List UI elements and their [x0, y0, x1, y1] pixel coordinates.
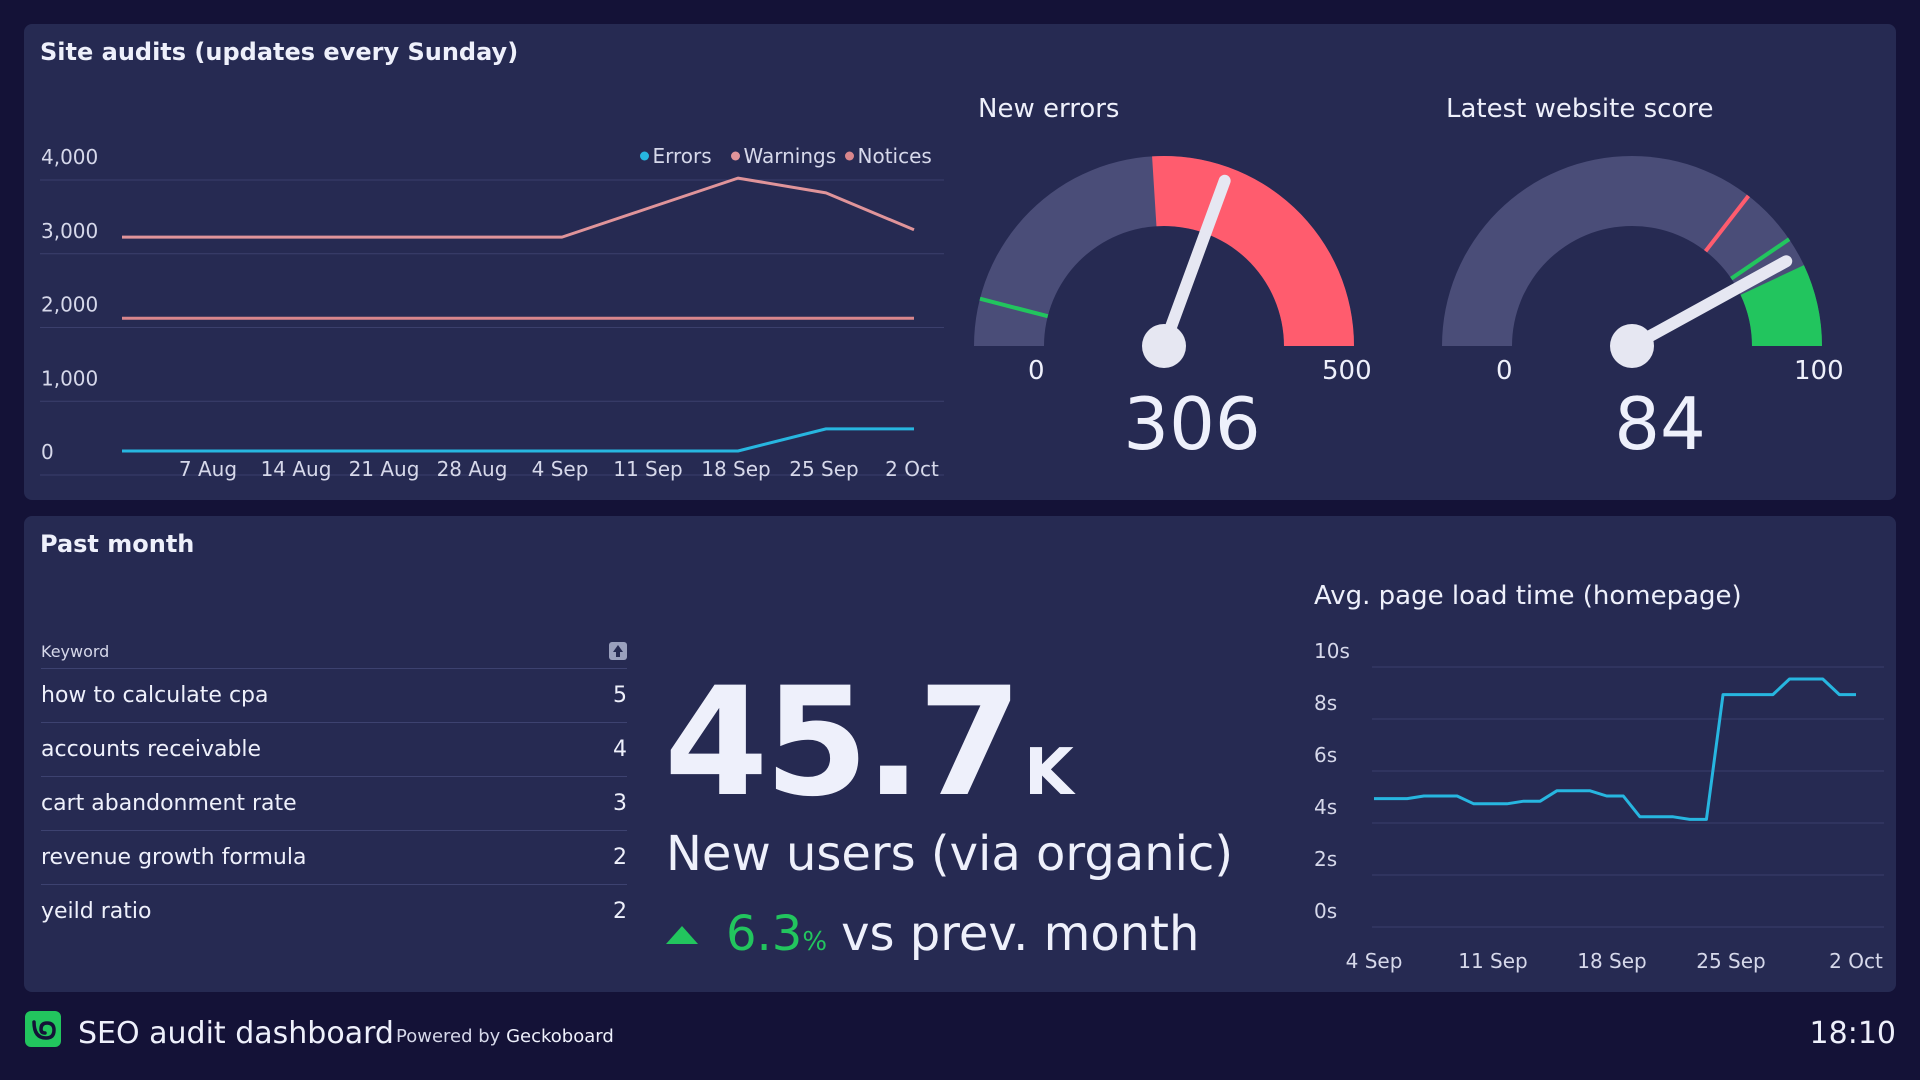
- x-tick-label: 11 Sep: [1458, 949, 1528, 973]
- powered-by-prefix: Powered by: [396, 1026, 501, 1047]
- clock-time: 18:10: [1809, 1016, 1896, 1051]
- x-tick-label: 21 Aug: [349, 457, 420, 481]
- legend-label: Errors: [653, 144, 712, 168]
- y-tick-label: 10s: [1314, 639, 1350, 663]
- website-score-max-label: 100: [1794, 356, 1844, 386]
- count-cell: 3: [613, 791, 627, 816]
- website-score-value: 84: [1614, 382, 1706, 466]
- new-users-suffix: K: [1024, 736, 1074, 810]
- x-tick-label: 25 Sep: [1696, 949, 1766, 973]
- legend-dot: [845, 151, 854, 161]
- dashboard-title: SEO audit dashboard: [78, 1016, 394, 1051]
- x-tick-label: 25 Sep: [789, 457, 859, 481]
- y-tick-label: 8s: [1314, 691, 1337, 715]
- gauge-red-marker: [1703, 194, 1751, 253]
- keyword-cell: accounts receivable: [41, 737, 262, 762]
- site-audits-chart: 4,000 3,000 2,000 1,000 0 7 Aug 14 Aug 21 Aug 28…: [40, 144, 944, 481]
- x-tick-label: 4 Sep: [532, 457, 589, 481]
- count-cell: 2: [613, 845, 627, 870]
- y-tick-label: 6s: [1314, 743, 1337, 767]
- gauge-green-zone: [1740, 265, 1822, 346]
- footer: SEO audit dashboard Powered by Geckoboar…: [0, 1004, 1920, 1080]
- gauge-red-zone: [1152, 156, 1354, 346]
- gauge-needle-hub: [1142, 324, 1186, 368]
- powered-by-brand[interactable]: Geckoboard: [506, 1026, 614, 1047]
- x-tick-label: 2 Oct: [885, 457, 939, 481]
- new-errors-title: New errors: [978, 94, 1120, 124]
- past-month-title: Past month: [40, 530, 195, 558]
- x-tick-label: 18 Sep: [701, 457, 771, 481]
- new-errors-min-label: 0: [1028, 356, 1045, 386]
- x-tick-label: 2 Oct: [1829, 949, 1883, 973]
- delta-label: vs prev. month: [841, 906, 1200, 962]
- website-score-min-label: 0: [1496, 356, 1513, 386]
- gauge-needle-hub: [1610, 324, 1654, 368]
- keyword-table-header: Keyword: [41, 634, 627, 669]
- x-tick-label: 7 Aug: [179, 457, 237, 481]
- site-audits-panel: Site audits (updates every Sunday) 4,000…: [24, 24, 1896, 500]
- gauge-needle: [1158, 174, 1231, 352]
- table-row: revenue growth formula 2: [41, 831, 627, 885]
- y-tick-label: 3,000: [41, 219, 98, 243]
- y-tick-label: 4,000: [41, 145, 98, 169]
- sort-icon[interactable]: [609, 642, 627, 660]
- keyword-column-header: Keyword: [41, 641, 110, 661]
- keyword-cell: cart abandonment rate: [41, 791, 297, 816]
- new-users-value: 45.7: [664, 656, 1022, 830]
- legend-label: Warnings: [744, 144, 837, 168]
- table-row: cart abandonment rate 3: [41, 777, 627, 831]
- y-tick-label: 0s: [1314, 899, 1337, 923]
- new-errors-dial: [974, 156, 1354, 368]
- new-errors-max-label: 500: [1322, 356, 1372, 386]
- legend-dot: [640, 151, 649, 161]
- x-tick-label: 4 Sep: [1346, 949, 1403, 973]
- x-tick-label: 28 Aug: [437, 457, 508, 481]
- count-cell: 2: [613, 899, 627, 924]
- new-users-delta: 6.3 % vs prev. month: [666, 906, 1199, 962]
- count-cell: 4: [613, 737, 627, 762]
- arrow-up-icon: [666, 926, 698, 944]
- gauge-needle: [1626, 255, 1793, 352]
- keyword-table: Keyword how to calculate cpa 5 accounts …: [41, 634, 627, 938]
- x-tick-label: 14 Aug: [261, 457, 332, 481]
- y-tick-label: 4s: [1314, 795, 1337, 819]
- gauge-green-marker: [979, 296, 1049, 319]
- series-line-load-time: [1374, 677, 1856, 821]
- x-tick-label: 18 Sep: [1577, 949, 1647, 973]
- table-row: how to calculate cpa 5: [41, 669, 627, 723]
- page-load-title: Avg. page load time (homepage): [1314, 581, 1742, 611]
- series-line-errors: [122, 427, 914, 453]
- delta-unit: %: [802, 927, 828, 957]
- keyword-cell: yeild ratio: [41, 899, 152, 924]
- keyword-cell: how to calculate cpa: [41, 683, 269, 708]
- new-errors-gauge: New errors 0 500 306: [974, 84, 1434, 484]
- new-users-label: New users (via organic): [666, 826, 1234, 882]
- y-tick-label: 1,000: [41, 366, 98, 390]
- site-audits-title: Site audits (updates every Sunday): [40, 38, 519, 66]
- x-tick-label: 11 Sep: [613, 457, 683, 481]
- website-score-title: Latest website score: [1446, 94, 1714, 124]
- y-tick-label: 2s: [1314, 847, 1337, 871]
- page-load-chart: Avg. page load time (homepage) 10s 8s 6s 4s 2…: [1314, 581, 1884, 973]
- new-errors-value: 306: [1123, 382, 1261, 466]
- gauge-green-marker: [1730, 237, 1791, 281]
- keyword-cell: revenue growth formula: [41, 845, 307, 870]
- table-row: accounts receivable 4: [41, 723, 627, 777]
- website-score-gauge: Latest website score 0 100 84: [1442, 84, 1902, 484]
- y-tick-label: 0: [41, 440, 54, 464]
- delta-value: 6.3: [726, 906, 803, 962]
- gauge-track: [1442, 156, 1822, 346]
- new-users-number: 45.7K: [664, 656, 1074, 830]
- y-tick-label: 2,000: [41, 293, 98, 317]
- past-month-panel: Past month Keyword how to calculate cpa …: [24, 516, 1896, 992]
- legend-label: Notices: [858, 144, 932, 168]
- count-cell: 5: [613, 683, 627, 708]
- table-row: yeild ratio 2: [41, 885, 627, 938]
- website-score-dial: [1442, 156, 1822, 368]
- geckoboard-logo-icon: [25, 1011, 61, 1047]
- legend-dot: [731, 151, 740, 161]
- series-line-warnings: [122, 176, 915, 239]
- powered-by: Powered by Geckoboard: [396, 1026, 614, 1047]
